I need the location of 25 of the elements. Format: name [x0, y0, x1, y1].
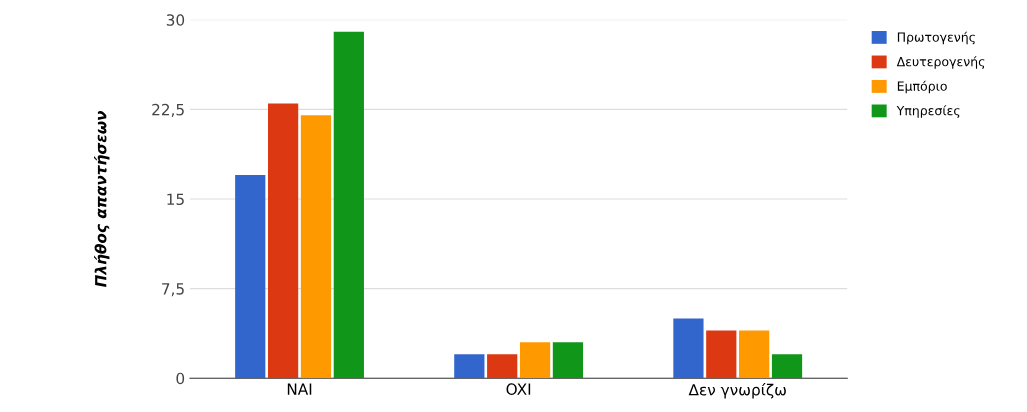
bar	[454, 354, 485, 379]
x-tick-label: OXI	[506, 383, 531, 395]
bar	[235, 175, 266, 379]
bar	[706, 330, 737, 379]
bar	[519, 342, 551, 379]
bar	[267, 103, 299, 379]
y-tick-label: 7,5	[162, 283, 184, 297]
bar	[739, 330, 770, 379]
bar	[673, 318, 704, 379]
bar	[333, 31, 364, 379]
legend-label: Δευτερογενής	[896, 56, 985, 69]
legend-label: Πρωτογενής	[897, 31, 975, 45]
bar	[300, 115, 332, 379]
bar	[552, 342, 584, 379]
y-tick-label: 22,5	[152, 103, 184, 117]
y-tick-label: 30	[166, 14, 185, 26]
y-tick-label: 0	[176, 372, 185, 385]
legend-label: Υπηρεσίες	[896, 105, 960, 118]
y-axis-title: Πλήθος απαντήσεων	[94, 110, 110, 288]
bar	[771, 354, 803, 379]
y-tick-label: 15	[167, 193, 184, 206]
legend-label: Εμπόριο	[897, 80, 947, 94]
x-tick-label: Δεν γνωρίζω	[688, 383, 786, 399]
bar	[487, 354, 518, 379]
x-tick-label: NAI	[287, 383, 312, 395]
